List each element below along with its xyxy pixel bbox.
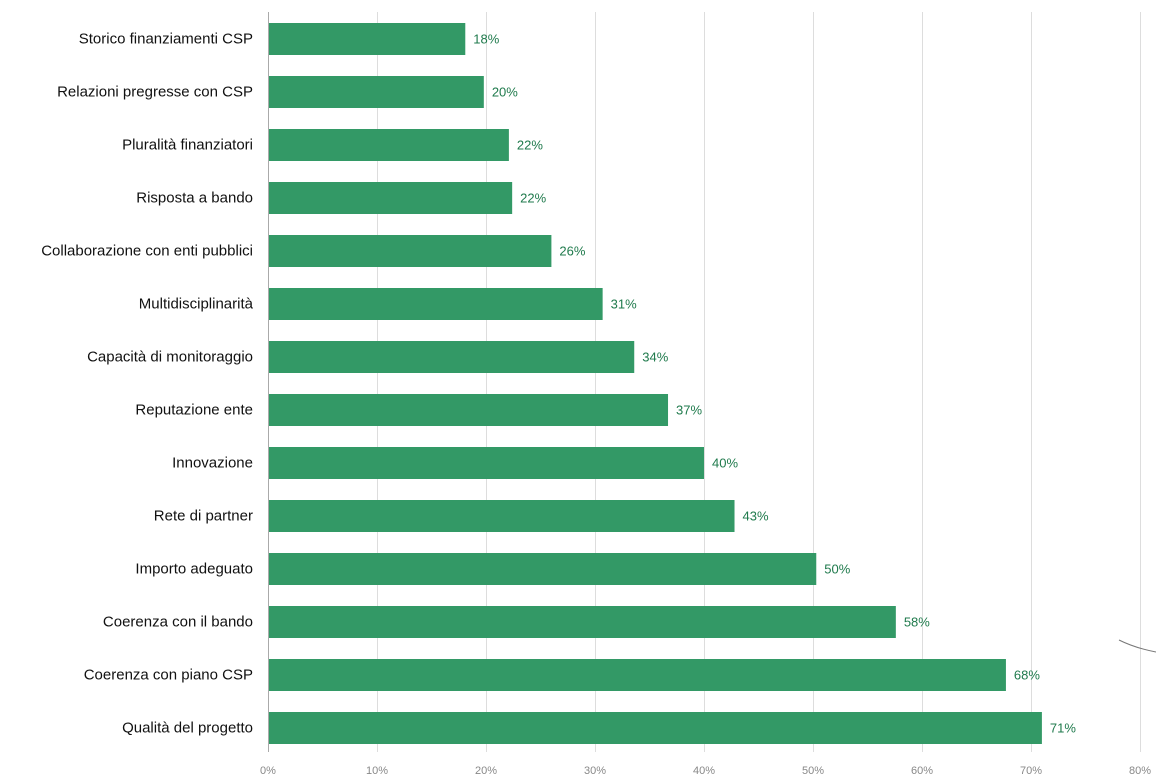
value-labels: 18% 20% 22% 22% 26% 31% 34% 37% 40% 43% 50% 58% 68% 7… (473, 32, 1076, 736)
category-label: Pluralità finanziatori (122, 137, 253, 154)
value-label: 40% (712, 456, 738, 471)
value-label: 22% (520, 191, 546, 206)
x-tick-label: 70% (1020, 765, 1042, 777)
bar (269, 500, 735, 532)
x-tick-label: 60% (911, 765, 933, 777)
value-label: 22% (517, 138, 543, 153)
gridlines (268, 12, 1141, 752)
bar (269, 129, 509, 161)
value-label: 20% (492, 85, 518, 100)
x-tick-label: 40% (693, 765, 715, 777)
x-axis-ticks: 0% 10% 20% 30% 40% 50% 60% 70% 80% (260, 765, 1151, 777)
x-tick-label: 0% (260, 765, 276, 777)
value-label: 26% (559, 244, 585, 259)
bar (269, 288, 603, 320)
bar (269, 182, 513, 214)
category-label: Relazioni pregresse con CSP (57, 84, 253, 101)
bar (269, 553, 817, 585)
value-label: 34% (642, 350, 668, 365)
x-tick-label: 10% (366, 765, 388, 777)
bar (269, 23, 466, 55)
x-tick-label: 30% (584, 765, 606, 777)
value-label: 58% (904, 615, 930, 630)
category-label: Capacità di monitoraggio (87, 349, 253, 366)
value-label: 50% (824, 562, 850, 577)
category-label: Risposta a bando (136, 190, 253, 207)
bar (269, 447, 704, 479)
value-label: 18% (473, 32, 499, 47)
category-label: Storico finanziamenti CSP (79, 31, 253, 48)
x-tick-label: 80% (1129, 765, 1151, 777)
bar (269, 606, 896, 638)
value-label: 43% (743, 509, 769, 524)
category-labels: Storico finanziamenti CSP Relazioni pregr… (41, 31, 253, 737)
category-label: Qualità del progetto (122, 720, 253, 737)
value-label: 71% (1050, 721, 1076, 736)
value-label: 68% (1014, 668, 1040, 683)
bar (269, 712, 1042, 744)
bar (269, 76, 484, 108)
bar (269, 659, 1006, 691)
x-tick-label: 50% (802, 765, 824, 777)
category-label: Collaborazione con enti pubblici (41, 243, 253, 260)
category-label: Coerenza con piano CSP (84, 667, 253, 684)
category-label: Rete di partner (154, 508, 253, 525)
category-label: Multidisciplinarità (139, 296, 254, 313)
bar (269, 235, 552, 267)
value-label: 37% (676, 403, 702, 418)
corner-decoration (1118, 639, 1156, 653)
value-label: 31% (611, 297, 637, 312)
x-tick-label: 20% (475, 765, 497, 777)
bars (269, 23, 1042, 744)
bar (269, 341, 635, 373)
category-label: Importo adeguato (135, 561, 253, 578)
category-label: Coerenza con il bando (103, 614, 253, 631)
category-label: Reputazione ente (135, 402, 253, 419)
category-label: Innovazione (172, 455, 253, 472)
bar (269, 394, 669, 426)
